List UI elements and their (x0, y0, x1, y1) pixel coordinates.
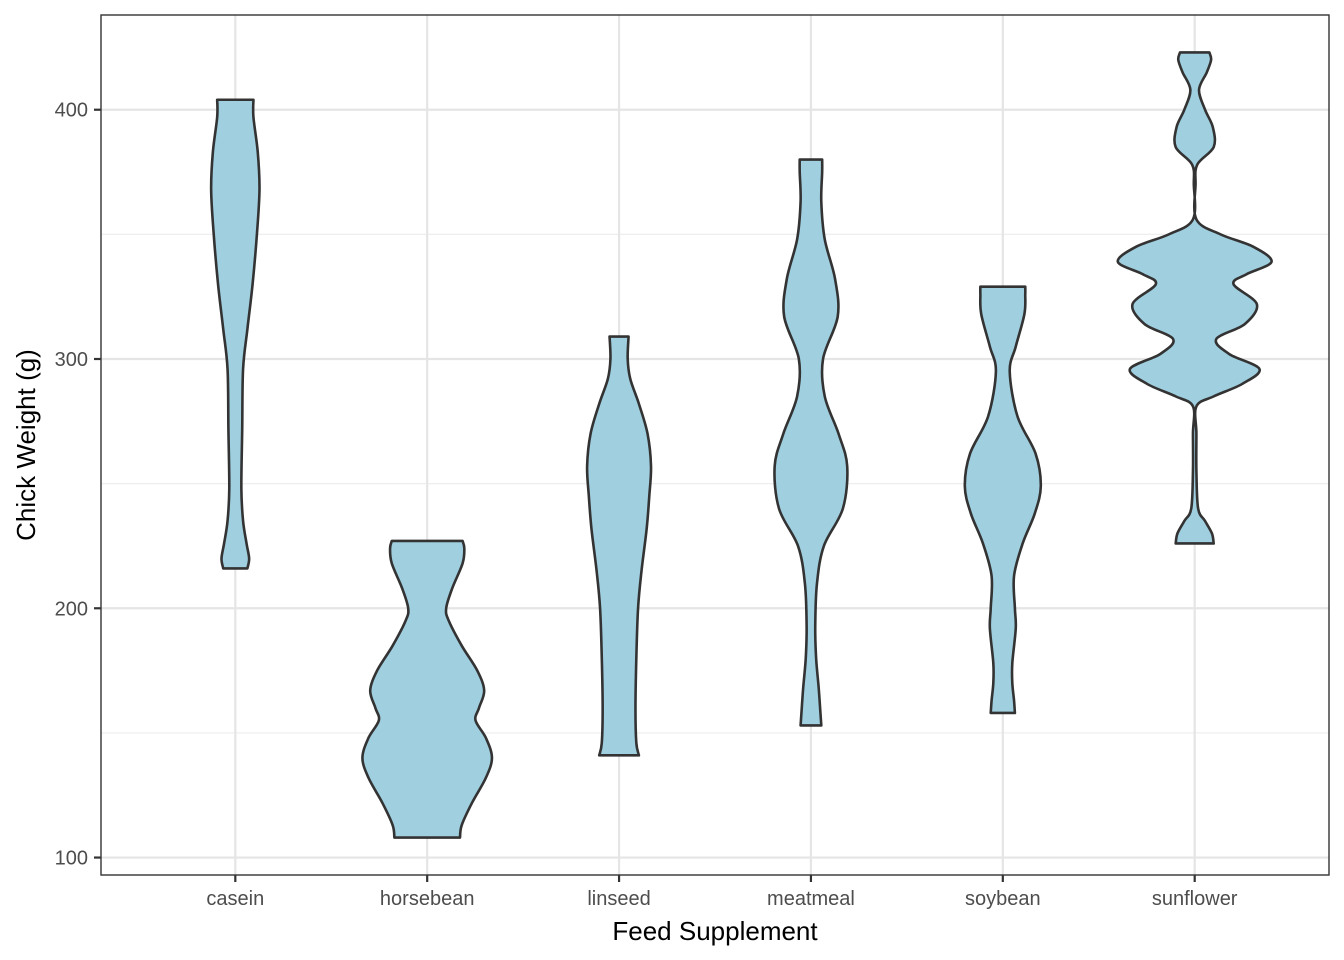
x-axis-title: Feed Supplement (612, 916, 818, 946)
violin-sunflower (1116, 51, 1273, 545)
y-tick-label: 400 (55, 100, 88, 122)
y-tick-label: 100 (55, 848, 88, 870)
grid-lines (101, 15, 1329, 875)
y-axis-title: Chick Weight (g) (11, 349, 41, 541)
x-tick-label-linseed: linseed (587, 888, 650, 910)
x-tick-label-sunflower: sunflower (1152, 888, 1238, 910)
violins (209, 51, 1273, 839)
violin-horsebean (361, 539, 494, 839)
violin-casein (209, 98, 261, 570)
x-tick-label-horsebean: horsebean (380, 888, 475, 910)
violin-soybean (963, 285, 1043, 715)
y-tick-label: 200 (55, 598, 88, 620)
panel-border (100, 14, 1330, 876)
x-tick-label-meatmeal: meatmeal (767, 888, 855, 910)
y-tick-label: 300 (55, 349, 88, 371)
x-tick-label-casein: casein (206, 888, 264, 910)
axes: 100 200 300 400 casein horsebean linseed meatme… (55, 100, 1238, 910)
violin-linseed (585, 335, 653, 757)
x-tick-label-soybean: soybean (965, 888, 1041, 910)
violin-meatmeal (773, 158, 849, 727)
